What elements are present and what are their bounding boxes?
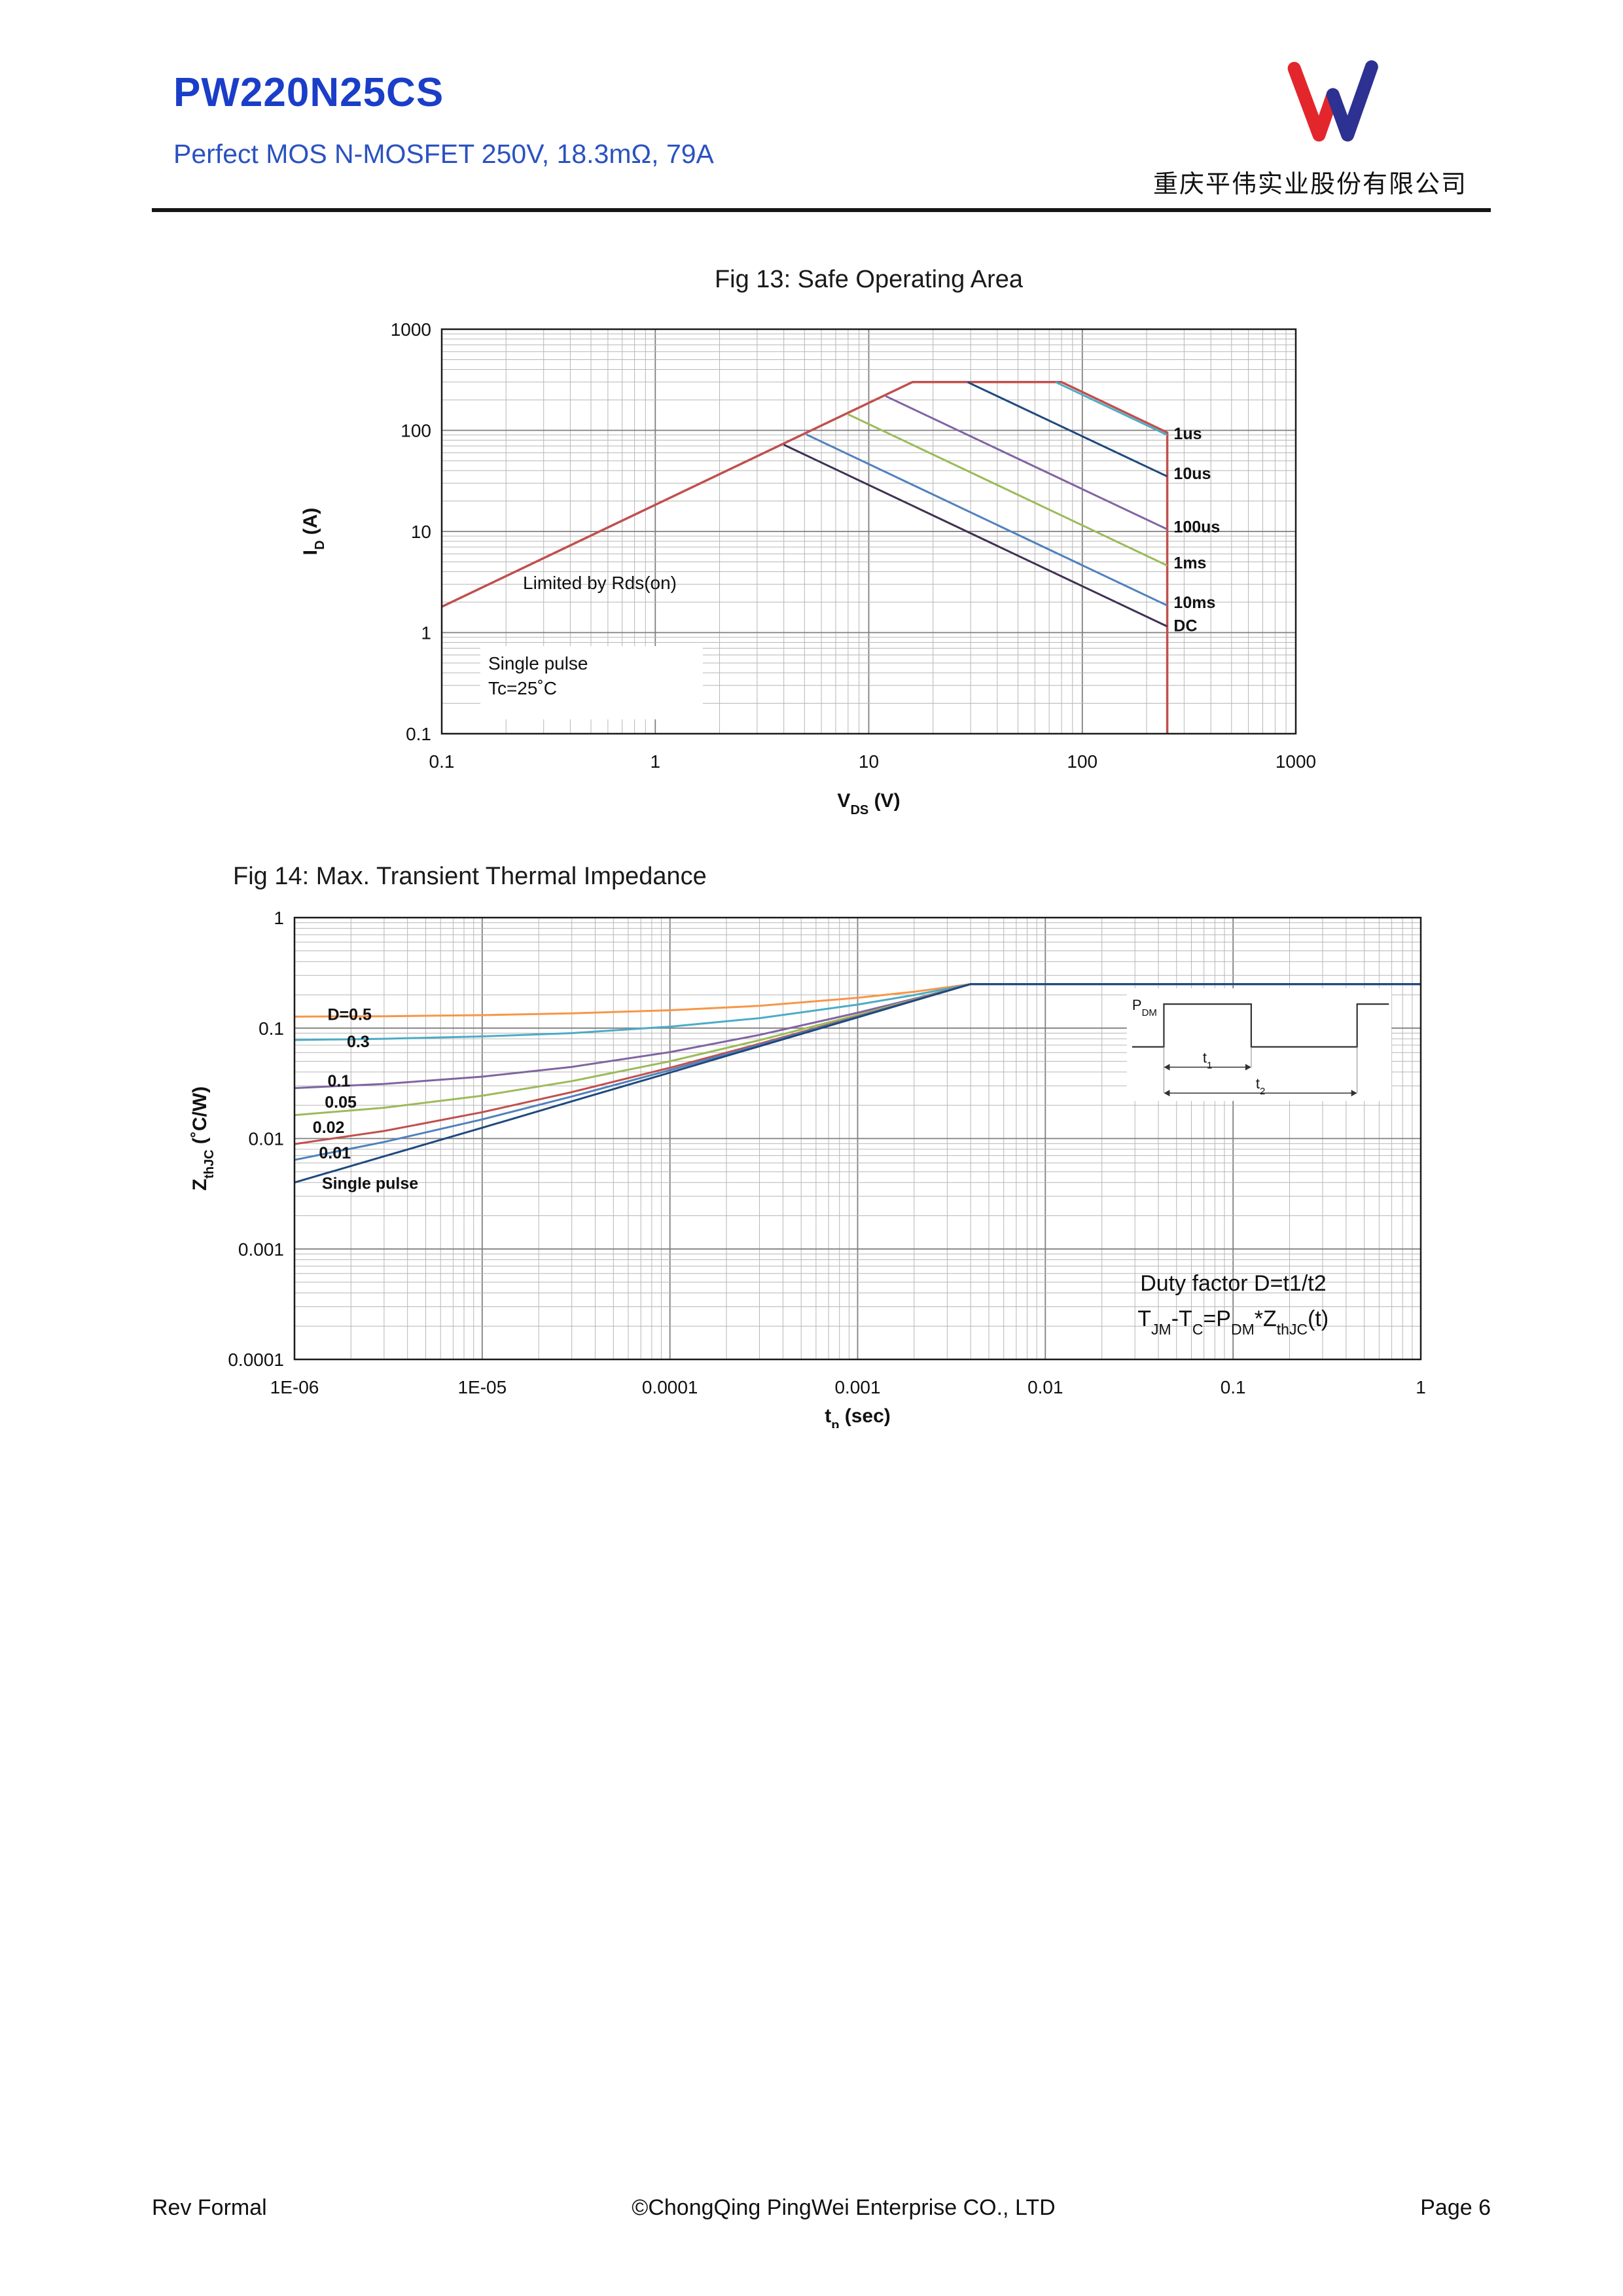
series-1us xyxy=(1055,381,1168,436)
series-d-0-5 xyxy=(294,983,1421,1018)
y-tick-label: 0.1 xyxy=(259,1018,284,1039)
company-logo-icon xyxy=(1287,60,1378,142)
annotation: D=0.5 xyxy=(328,1006,372,1024)
annotation: Single pulse xyxy=(488,653,588,673)
annotation: 1ms xyxy=(1173,554,1206,573)
annotation: TJM-TC=PDM*ZthJC(t) xyxy=(1137,1306,1329,1338)
y-axis-label: ID (A) xyxy=(300,508,327,556)
y-tick-label: 1000 xyxy=(391,319,431,340)
annotation: Single pulse xyxy=(322,1174,418,1193)
x-tick-label: 0.1 xyxy=(1221,1377,1246,1397)
y-tick-label: 0.1 xyxy=(406,724,431,744)
annotation: DC xyxy=(1173,617,1197,636)
logo-blue-stroke xyxy=(1326,60,1378,142)
inset-pdm-label: PDM xyxy=(1132,997,1157,1018)
x-tick-label: 1 xyxy=(650,751,660,772)
fig13-title: Fig 13: Safe Operating Area xyxy=(714,266,1024,293)
series-dc xyxy=(783,444,1168,628)
inset-dim-label: t2 xyxy=(1256,1075,1265,1097)
x-tick-label: 1000 xyxy=(1275,751,1316,772)
x-tick-label: 0.0001 xyxy=(642,1377,698,1397)
y-tick-label: 100 xyxy=(401,421,431,441)
y-tick-label: 0.01 xyxy=(249,1129,285,1149)
x-tick-label: 1E-05 xyxy=(457,1377,507,1397)
x-tick-label: 1 xyxy=(1416,1377,1426,1397)
fig14-title: Fig 14: Max. Transient Thermal Impedance xyxy=(233,863,707,890)
y-tick-label: 0.0001 xyxy=(228,1350,284,1370)
series-single-pulse xyxy=(294,983,1421,1184)
footer-page-number: Page 6 xyxy=(1420,2195,1491,2220)
x-axis-label: tp (sec) xyxy=(825,1405,891,1428)
annotation: 0.01 xyxy=(319,1144,351,1162)
x-tick-label: 10 xyxy=(859,751,879,772)
x-tick-label: 1E-06 xyxy=(270,1377,319,1397)
annotation: 100us xyxy=(1173,518,1220,536)
log-grid xyxy=(294,918,1421,1360)
annotation: 10us xyxy=(1173,465,1211,483)
logo-red-stroke xyxy=(1287,62,1340,142)
annotation: Tc=25˚C xyxy=(488,678,557,698)
annotation-bg xyxy=(480,646,703,720)
header-rule xyxy=(152,208,1491,212)
series-d-0-3 xyxy=(294,983,1421,1041)
series-soa-envelope-rdson-and-vds-limit xyxy=(441,381,1169,734)
series-1ms xyxy=(847,413,1168,567)
part-number: PW220N25CS xyxy=(173,70,444,115)
company-name: 重庆平伟实业股份有限公司 xyxy=(1152,171,1467,198)
x-axis-label: VDS (V) xyxy=(837,790,900,817)
annotation: 10ms xyxy=(1173,594,1215,612)
x-tick-label: 0.1 xyxy=(429,751,455,772)
series-100us xyxy=(885,395,1168,531)
y-axis-label: ZthJC (˚C/W) xyxy=(189,1086,217,1191)
inset-dim-label: t1 xyxy=(1203,1049,1212,1071)
fig13-soa-chart: 1000 100 10 1 0.1 0.1 1 10 100 1000 ID (A) VDS (V) 1… xyxy=(300,319,1316,817)
annotation: 0.3 xyxy=(347,1033,370,1051)
footer-copyright: ©ChongQing PingWei Enterprise CO., LTD xyxy=(632,2195,1056,2220)
annotation: Duty factor D=t1/t2 xyxy=(1140,1271,1326,1296)
y-tick-label: 0.001 xyxy=(238,1239,284,1259)
plot-border xyxy=(293,916,1422,1361)
series-10ms xyxy=(806,433,1168,607)
x-tick-label: 0.001 xyxy=(834,1377,880,1397)
y-tick-label: 1 xyxy=(421,623,431,643)
series-10us xyxy=(967,381,1168,478)
footer-revision: Rev Formal xyxy=(152,2195,267,2220)
log-grid xyxy=(441,329,1296,734)
plot-border xyxy=(440,328,1297,735)
pulse-train-inset: t1 t2 PDM xyxy=(1126,988,1392,1102)
x-tick-label: 100 xyxy=(1067,751,1097,772)
fig14-thermal-impedance-chart: 1 0.1 0.01 0.001 0.0001 1E-06 1E-05 0.0001 0.001… xyxy=(189,908,1426,1428)
y-tick-label: 1 xyxy=(274,908,284,928)
annotation: Limited by Rds(on) xyxy=(523,573,677,593)
annotation: 1us xyxy=(1173,425,1202,443)
footer: Rev Formal ©ChongQing PingWei Enterprise… xyxy=(152,2195,1491,2221)
annotation: 0.1 xyxy=(328,1072,351,1090)
annotation: 0.02 xyxy=(313,1119,345,1137)
x-tick-label: 0.01 xyxy=(1027,1377,1063,1397)
y-tick-label: 10 xyxy=(411,522,431,542)
annotation: 0.05 xyxy=(325,1093,357,1111)
part-subtitle: Perfect MOS N-MOSFET 250V, 18.3mΩ, 79A xyxy=(173,139,714,169)
